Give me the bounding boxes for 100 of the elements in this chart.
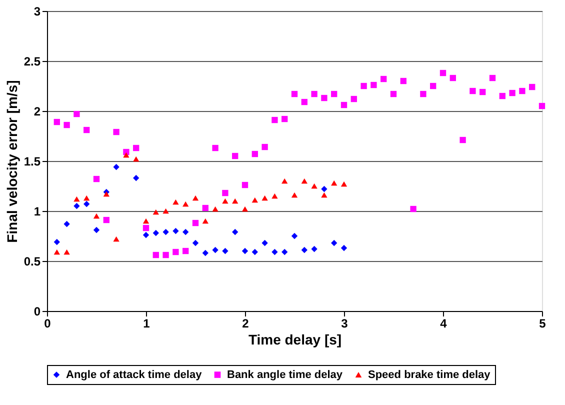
point — [321, 94, 328, 102]
point — [93, 213, 100, 219]
point — [123, 148, 130, 156]
point — [340, 102, 348, 108]
point — [222, 190, 228, 196]
point — [192, 240, 199, 246]
point — [529, 84, 536, 90]
point — [212, 144, 218, 152]
point — [182, 201, 189, 207]
point — [301, 98, 308, 106]
point — [400, 78, 406, 84]
point — [252, 150, 258, 158]
point — [152, 209, 159, 215]
point — [340, 244, 348, 252]
point — [311, 90, 318, 98]
point — [113, 236, 120, 242]
point — [331, 240, 338, 246]
point — [470, 88, 476, 94]
point — [272, 193, 278, 199]
point — [162, 208, 169, 214]
point — [202, 250, 208, 256]
point — [262, 195, 268, 201]
point — [142, 232, 150, 238]
point — [103, 216, 110, 224]
legend-label: Bank angle time delay — [227, 368, 344, 381]
point — [360, 82, 367, 90]
point — [282, 116, 288, 122]
point — [172, 228, 179, 234]
point — [252, 197, 258, 203]
point — [390, 90, 397, 98]
point — [74, 202, 80, 210]
point — [262, 240, 268, 246]
point — [133, 156, 140, 162]
point — [242, 206, 248, 212]
y-tick-label: 0 — [34, 304, 41, 318]
point — [291, 232, 298, 240]
point — [450, 74, 456, 82]
point — [84, 126, 90, 134]
point — [172, 248, 179, 256]
point — [499, 92, 506, 100]
point — [272, 116, 278, 124]
y-tick-label: 1 — [34, 204, 41, 218]
point — [152, 230, 159, 236]
point — [489, 74, 496, 82]
point — [222, 198, 228, 204]
point — [182, 248, 189, 254]
point — [331, 90, 338, 98]
point — [370, 82, 377, 88]
y-tick-label: 3 — [34, 4, 41, 18]
point — [252, 248, 258, 256]
x-tick-label: 4 — [440, 316, 448, 330]
point — [282, 248, 288, 256]
y-tick-label: 1.5 — [24, 154, 41, 168]
point — [272, 248, 278, 256]
point — [84, 200, 90, 208]
point — [202, 204, 208, 212]
x-axis-title: Time delay [s] — [248, 332, 342, 348]
point — [93, 226, 100, 234]
point — [331, 180, 338, 186]
x-tick-label: 3 — [341, 316, 348, 330]
point — [282, 178, 288, 184]
point — [172, 199, 179, 205]
x-tick-label: 2 — [242, 316, 250, 330]
point — [430, 82, 436, 90]
point — [232, 152, 238, 160]
point — [113, 128, 120, 136]
point — [480, 88, 486, 96]
point — [162, 252, 169, 258]
point — [54, 118, 60, 126]
point — [182, 228, 189, 236]
y-axis-title: Final velocity error [m/s] — [4, 80, 20, 243]
point — [84, 195, 90, 201]
point — [133, 144, 140, 152]
point — [162, 228, 169, 236]
point — [301, 178, 308, 184]
point — [321, 186, 328, 192]
point — [123, 152, 130, 158]
point — [440, 70, 446, 76]
point — [460, 136, 466, 144]
point — [152, 252, 159, 258]
point — [232, 198, 238, 204]
point — [350, 96, 357, 102]
point — [103, 191, 110, 197]
point — [380, 76, 387, 82]
point — [192, 220, 199, 226]
point — [212, 206, 218, 212]
point — [74, 110, 80, 118]
x-tick-label: 0 — [44, 316, 52, 330]
point — [311, 246, 318, 252]
point — [133, 174, 140, 182]
y-tick-label: 2 — [34, 104, 41, 118]
legend-label: Angle of attack time delay — [66, 368, 203, 381]
point — [340, 181, 348, 187]
y-tick-label: 2.5 — [24, 54, 41, 68]
point — [291, 192, 298, 198]
point — [142, 218, 150, 224]
point — [242, 248, 248, 254]
legend-label: Speed brake time delay — [368, 368, 492, 381]
x-tick-label: 1 — [143, 316, 150, 330]
point — [54, 249, 60, 255]
